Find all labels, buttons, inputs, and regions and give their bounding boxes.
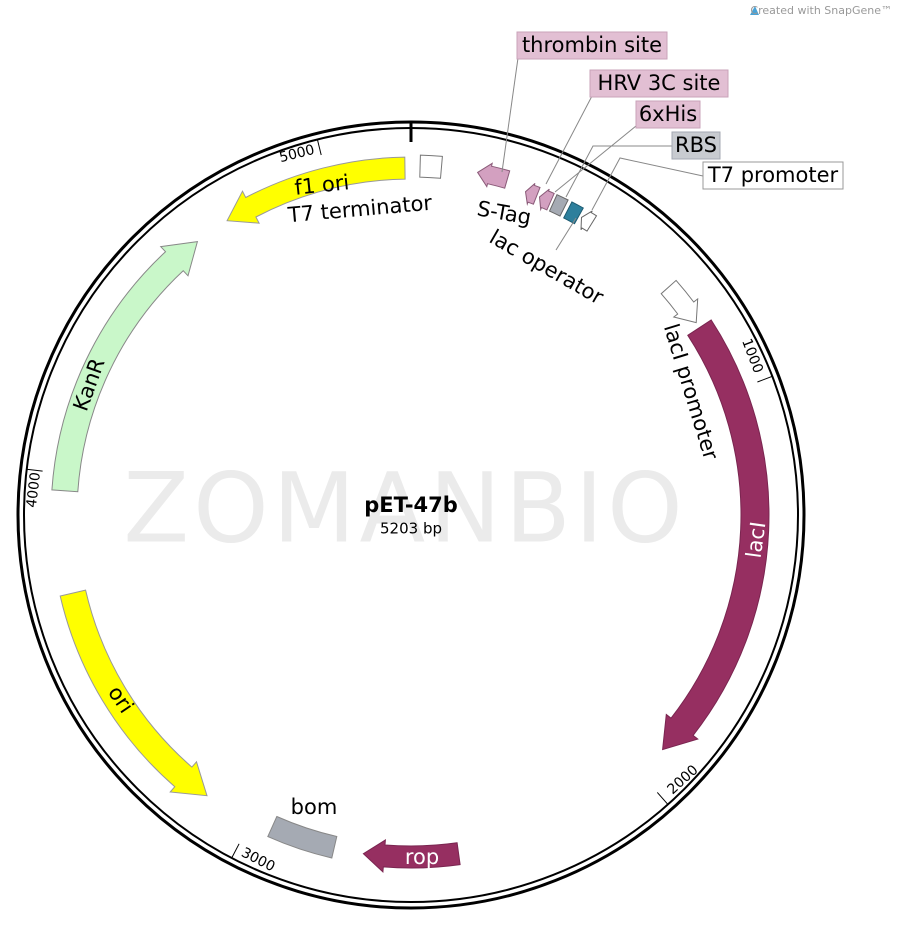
kanr-arrow	[51, 241, 199, 493]
t7-terminator-block	[419, 154, 443, 179]
feature-label: lac operator	[485, 225, 608, 310]
f1-ori-arrow	[226, 156, 406, 224]
label-box	[702, 161, 844, 190]
label-box	[589, 69, 729, 98]
feature-label: T7 promoter	[707, 163, 839, 187]
thrombin-arrow	[524, 183, 541, 206]
badge-text: Created with SnapGene™	[750, 4, 892, 17]
tick-label: 1000	[738, 336, 766, 375]
feature-label: lacI	[742, 520, 771, 559]
feature-label: RBS	[675, 133, 717, 157]
badge: Created with SnapGene™	[750, 4, 892, 17]
hrv-arrow	[538, 188, 555, 212]
leader-line	[591, 157, 704, 211]
feature-label: 6xHis	[639, 102, 697, 126]
feature-label: S-Tag	[475, 196, 533, 229]
tick-mark	[656, 792, 669, 805]
feature-label: rop	[405, 845, 439, 869]
leader-line	[545, 95, 593, 185]
leader-line	[501, 57, 519, 173]
his-block	[548, 194, 569, 217]
features	[26, 139, 773, 873]
leader-line	[555, 217, 577, 251]
leader-lines	[501, 57, 704, 251]
bom-block	[267, 815, 338, 859]
feature-label: f1 ori	[293, 170, 350, 200]
rbs-block	[563, 201, 584, 225]
ori-arrow	[59, 589, 208, 797]
laci-arrow	[662, 319, 770, 751]
label-box	[671, 131, 721, 160]
feature-label: HRV 3C site	[598, 71, 721, 95]
plasmid-name: pET-47b	[364, 493, 458, 517]
s-tag-arrow	[476, 162, 511, 189]
feature-label: thrombin site	[522, 33, 662, 57]
watermark: ZOMANBIO	[123, 452, 686, 564]
leader-line	[565, 145, 672, 198]
badge-icon	[750, 6, 759, 15]
plasmid-size: 5203 bp	[380, 520, 442, 538]
feature-label: bom	[291, 795, 338, 819]
t7-promoter-arrow	[580, 210, 598, 232]
tick-mark	[757, 375, 773, 383]
tick-label: 2000	[664, 762, 701, 798]
label-box	[516, 31, 668, 60]
label-box	[635, 100, 701, 129]
tick-mark	[26, 468, 43, 472]
tick-mark	[231, 843, 240, 859]
leader-line	[554, 125, 637, 193]
laci-promoter-arrow	[660, 279, 699, 324]
tick-label: 5000	[278, 142, 316, 166]
rop-arrow	[362, 839, 461, 873]
tick-label: 4000	[24, 471, 44, 508]
tick-mark	[316, 139, 322, 156]
